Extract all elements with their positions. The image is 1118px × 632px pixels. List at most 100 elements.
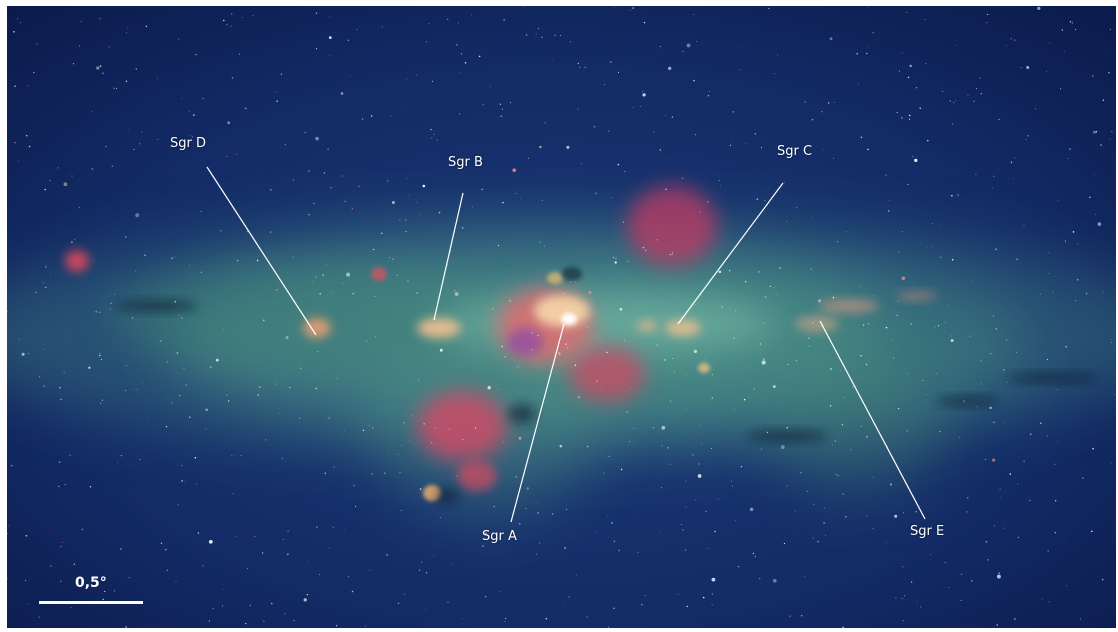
- star: [1061, 29, 1064, 31]
- star: [993, 421, 995, 424]
- star: [381, 232, 383, 234]
- star: [1057, 200, 1059, 202]
- star: [566, 145, 570, 149]
- star: [141, 131, 143, 133]
- star: [671, 253, 673, 255]
- star: [661, 444, 663, 447]
- star: [859, 285, 861, 287]
- star: [710, 447, 712, 450]
- star: [966, 511, 968, 513]
- star: [1109, 28, 1111, 30]
- star: [370, 115, 373, 117]
- star: [761, 360, 766, 365]
- star: [969, 335, 971, 337]
- star: [515, 193, 517, 194]
- star: [829, 37, 833, 41]
- star: [346, 272, 351, 277]
- star: [629, 9, 631, 11]
- star: [453, 289, 456, 292]
- sgr-c-pointer-line: [677, 182, 784, 325]
- star: [125, 626, 127, 628]
- star: [44, 348, 45, 350]
- star: [125, 32, 127, 34]
- star: [624, 171, 626, 173]
- star: [105, 577, 107, 579]
- star: [285, 335, 289, 340]
- star: [989, 406, 992, 410]
- star: [501, 345, 503, 348]
- star: [566, 347, 568, 349]
- star: [347, 39, 350, 41]
- star: [279, 413, 280, 415]
- star: [33, 72, 35, 74]
- star: [332, 526, 334, 528]
- star: [1006, 381, 1008, 383]
- star: [418, 379, 420, 381]
- star: [944, 322, 946, 324]
- star: [797, 370, 799, 372]
- star: [419, 488, 422, 490]
- star: [434, 318, 436, 320]
- star: [433, 554, 435, 556]
- star: [409, 440, 411, 442]
- label-sgr-d: Sgr D: [170, 136, 206, 151]
- star: [464, 62, 467, 64]
- star: [1004, 422, 1006, 424]
- star: [27, 603, 29, 605]
- star: [992, 187, 994, 189]
- star: [686, 373, 688, 375]
- star: [1079, 618, 1081, 620]
- star: [45, 265, 47, 267]
- star: [497, 244, 500, 247]
- star: [604, 83, 605, 85]
- star: [347, 575, 350, 578]
- star: [431, 137, 433, 139]
- star: [1065, 346, 1067, 348]
- star: [461, 618, 463, 620]
- star: [930, 554, 932, 556]
- star: [222, 588, 224, 590]
- star: [699, 211, 701, 214]
- star: [642, 93, 646, 97]
- star: [667, 447, 669, 449]
- star: [1082, 477, 1084, 479]
- star: [939, 430, 941, 433]
- star: [392, 258, 394, 260]
- star: [951, 194, 953, 197]
- star: [430, 128, 432, 131]
- star: [740, 465, 743, 468]
- star: [932, 223, 933, 225]
- star: [955, 100, 957, 102]
- star: [60, 545, 62, 548]
- star: [1089, 196, 1091, 199]
- star: [1054, 463, 1056, 465]
- star: [800, 471, 802, 474]
- star: [492, 308, 494, 310]
- star: [438, 211, 441, 214]
- star: [185, 384, 188, 386]
- star: [674, 372, 675, 373]
- star: [241, 17, 243, 18]
- star: [49, 180, 51, 182]
- star: [481, 188, 483, 190]
- star: [281, 458, 283, 460]
- star: [610, 197, 613, 199]
- star: [433, 133, 435, 135]
- star: [760, 147, 763, 149]
- star: [889, 483, 893, 486]
- star: [336, 378, 338, 380]
- star: [642, 91, 644, 92]
- star: [973, 100, 975, 102]
- star: [490, 537, 493, 539]
- star: [908, 118, 911, 120]
- star: [833, 157, 834, 159]
- star: [711, 374, 713, 376]
- star: [783, 181, 785, 183]
- star: [644, 595, 646, 596]
- star: [795, 359, 798, 362]
- star: [428, 23, 430, 25]
- star: [804, 101, 806, 103]
- star: [97, 582, 99, 584]
- star: [653, 131, 655, 133]
- star: [789, 615, 791, 617]
